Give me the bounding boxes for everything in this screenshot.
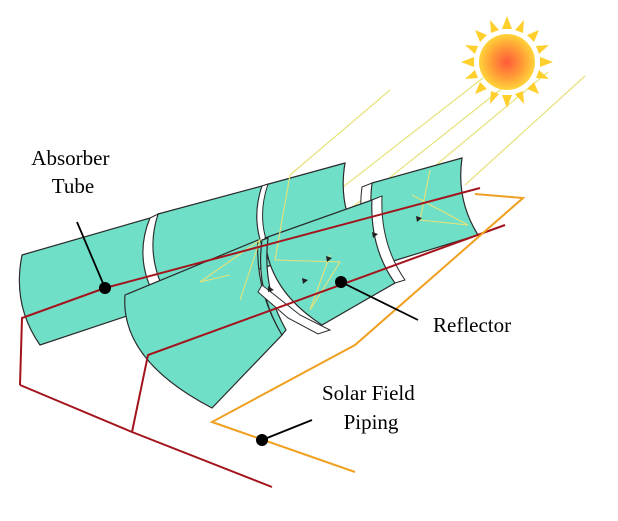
reflector-panel [124, 239, 283, 409]
absorber-tube-dot [99, 282, 111, 294]
solar-field-piping-label: Solar Field Piping [322, 381, 420, 434]
reflector-panel [259, 237, 287, 337]
solar-field-piping-label-line1: Solar Field [322, 381, 415, 405]
header-pipe [19, 384, 273, 488]
reflector-label: Reflector [433, 313, 511, 337]
absorber-tube-front [131, 224, 506, 433]
reflector-row-front [124, 199, 396, 409]
solar-field-piping-label-line2: Piping [344, 410, 399, 434]
reflector-dot [335, 276, 347, 288]
absorber-tube-back [19, 187, 481, 386]
reflected-rays-front [199, 174, 341, 311]
ray-arrowheads [268, 216, 422, 292]
leader-dots [99, 276, 347, 446]
absorber-tube-label-line1: Absorber [31, 146, 109, 170]
leader-lines [76, 221, 419, 441]
absorber-tube-label-line2: Tube [52, 174, 94, 198]
sun-icon [461, 16, 553, 108]
piping-dot [256, 434, 268, 446]
absorber-tubes [19, 187, 506, 488]
panel-gaps-front [257, 195, 406, 335]
absorber-tube-label: Absorber Tube [31, 146, 114, 198]
